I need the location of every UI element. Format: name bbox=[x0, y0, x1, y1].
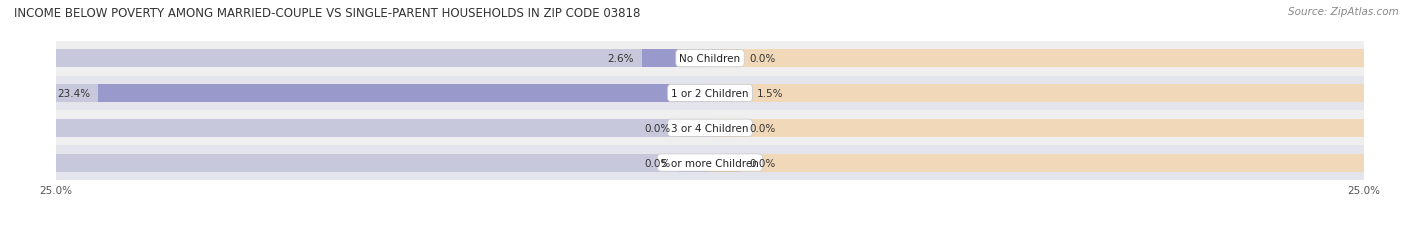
Text: 3 or 4 Children: 3 or 4 Children bbox=[671, 123, 749, 133]
Text: 1 or 2 Children: 1 or 2 Children bbox=[671, 88, 749, 99]
Bar bbox=[643, 50, 710, 68]
Text: 0.0%: 0.0% bbox=[644, 158, 671, 168]
Bar bbox=[98, 85, 710, 103]
Text: Source: ZipAtlas.com: Source: ZipAtlas.com bbox=[1288, 7, 1399, 17]
Text: 0.0%: 0.0% bbox=[644, 123, 671, 133]
Bar bbox=[710, 50, 1364, 68]
Bar bbox=[56, 111, 1364, 146]
Bar bbox=[56, 76, 1364, 111]
Text: 5 or more Children: 5 or more Children bbox=[661, 158, 759, 168]
Bar bbox=[710, 85, 1364, 103]
Text: 2.6%: 2.6% bbox=[607, 54, 634, 64]
Bar bbox=[56, 154, 710, 172]
Text: INCOME BELOW POVERTY AMONG MARRIED-COUPLE VS SINGLE-PARENT HOUSEHOLDS IN ZIP COD: INCOME BELOW POVERTY AMONG MARRIED-COUPL… bbox=[14, 7, 641, 20]
Bar bbox=[679, 119, 710, 137]
Bar bbox=[56, 50, 710, 68]
Bar bbox=[56, 42, 1364, 76]
Bar bbox=[56, 119, 710, 137]
Bar bbox=[710, 50, 741, 68]
Bar bbox=[710, 154, 741, 172]
Text: 0.0%: 0.0% bbox=[749, 158, 776, 168]
Text: 23.4%: 23.4% bbox=[58, 88, 90, 99]
Bar bbox=[56, 85, 710, 103]
Text: 0.0%: 0.0% bbox=[749, 54, 776, 64]
Bar bbox=[679, 154, 710, 172]
Bar bbox=[710, 154, 1364, 172]
Text: No Children: No Children bbox=[679, 54, 741, 64]
Bar bbox=[710, 85, 749, 103]
Bar bbox=[710, 119, 1364, 137]
Text: 0.0%: 0.0% bbox=[749, 123, 776, 133]
Text: 1.5%: 1.5% bbox=[756, 88, 783, 99]
Bar bbox=[710, 119, 741, 137]
Bar bbox=[56, 146, 1364, 180]
